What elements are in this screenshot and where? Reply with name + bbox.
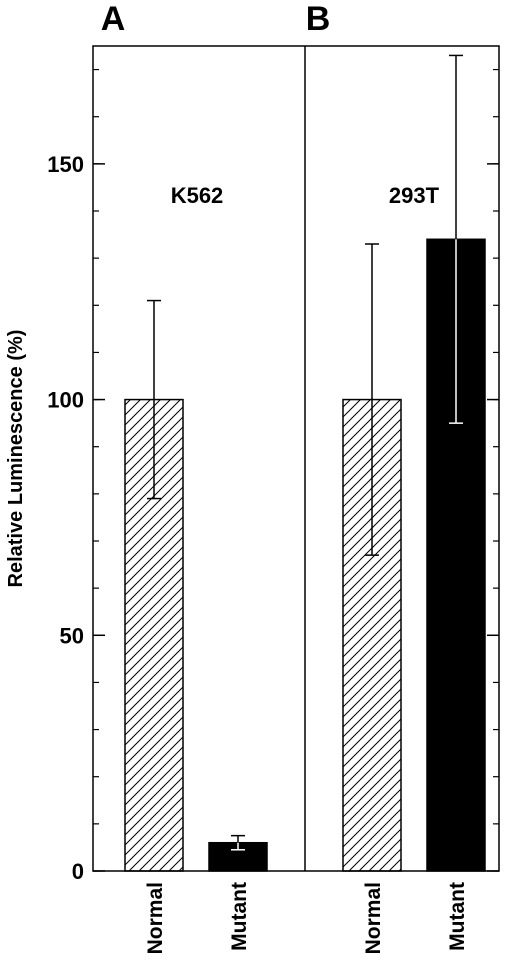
cell-line-label: K562 <box>171 183 224 208</box>
y-tick-label: 50 <box>60 623 84 648</box>
y-tick-label: 0 <box>72 859 84 884</box>
category-label: Mutant <box>446 882 469 951</box>
panel-letter: A <box>101 0 126 38</box>
y-tick-label: 100 <box>47 388 84 413</box>
bars <box>124 54 486 872</box>
labels: 0 50 100 150 Relative Luminescence (%) A K562 N… <box>5 0 469 954</box>
category-label: Mutant <box>228 882 251 951</box>
plot-border <box>92 45 500 872</box>
panel-letter: B <box>306 0 331 38</box>
y-tick-label: 150 <box>47 152 84 177</box>
plot-frame <box>92 45 500 872</box>
category-label: Normal <box>144 882 167 954</box>
category-label: Normal <box>362 882 385 954</box>
cell-line-label: 293T <box>389 183 440 208</box>
y-axis-label: Relative Luminescence (%) <box>5 330 27 588</box>
